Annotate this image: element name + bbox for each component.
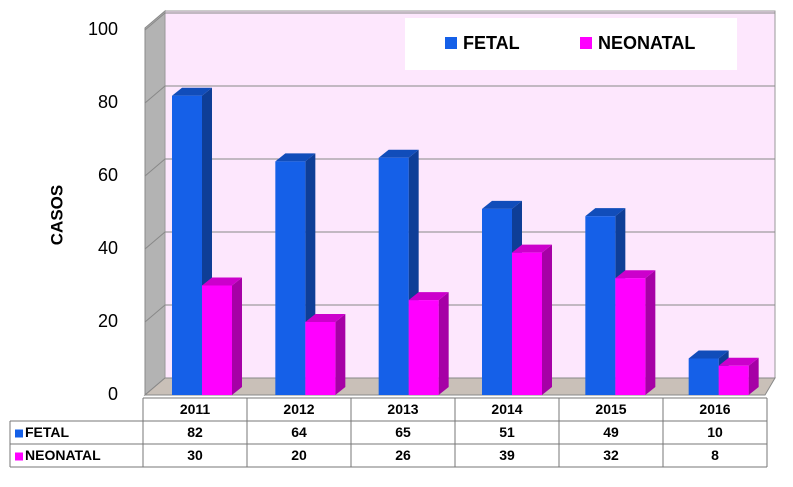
bar-top — [305, 314, 346, 322]
legend-swatch — [445, 37, 457, 49]
bar-top — [718, 357, 759, 366]
bar-side — [748, 357, 759, 395]
y-axis-label: CASOS — [47, 185, 66, 245]
table-cell: 82 — [187, 424, 203, 440]
table-cell: 30 — [187, 447, 203, 463]
table-row-label: NEONATAL — [25, 447, 101, 463]
legend — [405, 18, 737, 70]
legend-label: FETAL — [463, 33, 520, 53]
bar-top — [482, 200, 522, 209]
table-cell: 49 — [603, 424, 619, 440]
y-tick-label: 80 — [98, 92, 118, 112]
bar — [615, 278, 646, 395]
grid-line — [144, 158, 775, 177]
bar-top — [408, 292, 449, 301]
bar — [305, 322, 336, 395]
x-tick-label: 2014 — [491, 401, 522, 417]
x-tick-label: 2013 — [387, 401, 418, 417]
bar-top — [202, 277, 242, 286]
table-cell: 65 — [395, 424, 411, 440]
grid-line — [144, 85, 775, 104]
bar-side — [542, 244, 552, 395]
y-tick-label: 20 — [98, 311, 118, 331]
table-cell: 8 — [711, 447, 719, 463]
x-tick-label: 2012 — [283, 401, 314, 417]
x-tick-label: 2015 — [595, 401, 626, 417]
table-cell: 51 — [499, 424, 515, 440]
grid-line — [144, 304, 775, 323]
bar-top — [512, 244, 552, 253]
back-wall — [164, 10, 776, 379]
table-swatch — [15, 429, 23, 438]
table-cell: 39 — [499, 447, 515, 463]
bar — [202, 285, 232, 395]
bar — [512, 252, 542, 395]
bar — [482, 208, 512, 395]
x-tick-label: 2011 — [180, 401, 211, 417]
table-cell: 32 — [603, 447, 619, 463]
legend-label: NEONATAL — [598, 33, 695, 53]
bar-top — [585, 208, 626, 217]
y-tick-label: 60 — [98, 165, 118, 185]
y-tick-label: 100 — [88, 19, 118, 39]
table-row-label: FETAL — [25, 424, 70, 440]
y-tick-label: 0 — [108, 384, 118, 404]
x-tick-label: 2016 — [699, 401, 730, 417]
table-cell: 20 — [291, 447, 307, 463]
bar-top — [275, 153, 316, 162]
legend-swatch — [580, 37, 592, 49]
bar — [688, 358, 719, 395]
bar-side — [232, 277, 242, 395]
side-wall — [144, 9, 166, 397]
bar-top — [615, 270, 656, 279]
bar-top — [172, 87, 212, 96]
table-swatch — [15, 452, 23, 461]
bar — [378, 157, 409, 395]
bar-side — [438, 292, 449, 395]
bar-side — [645, 270, 656, 395]
bar — [275, 161, 306, 395]
grid-line — [144, 231, 775, 250]
bar — [408, 300, 439, 395]
grid-line — [144, 12, 775, 31]
y-tick-label: 40 — [98, 238, 118, 258]
bar — [718, 365, 749, 395]
bar — [172, 95, 202, 395]
table-cell: 26 — [395, 447, 411, 463]
bar-side — [335, 314, 346, 395]
bar-top — [378, 149, 419, 158]
table-cell: 64 — [291, 424, 307, 440]
bar-top — [688, 350, 729, 359]
bar — [585, 216, 616, 395]
table-cell: 10 — [707, 424, 723, 440]
